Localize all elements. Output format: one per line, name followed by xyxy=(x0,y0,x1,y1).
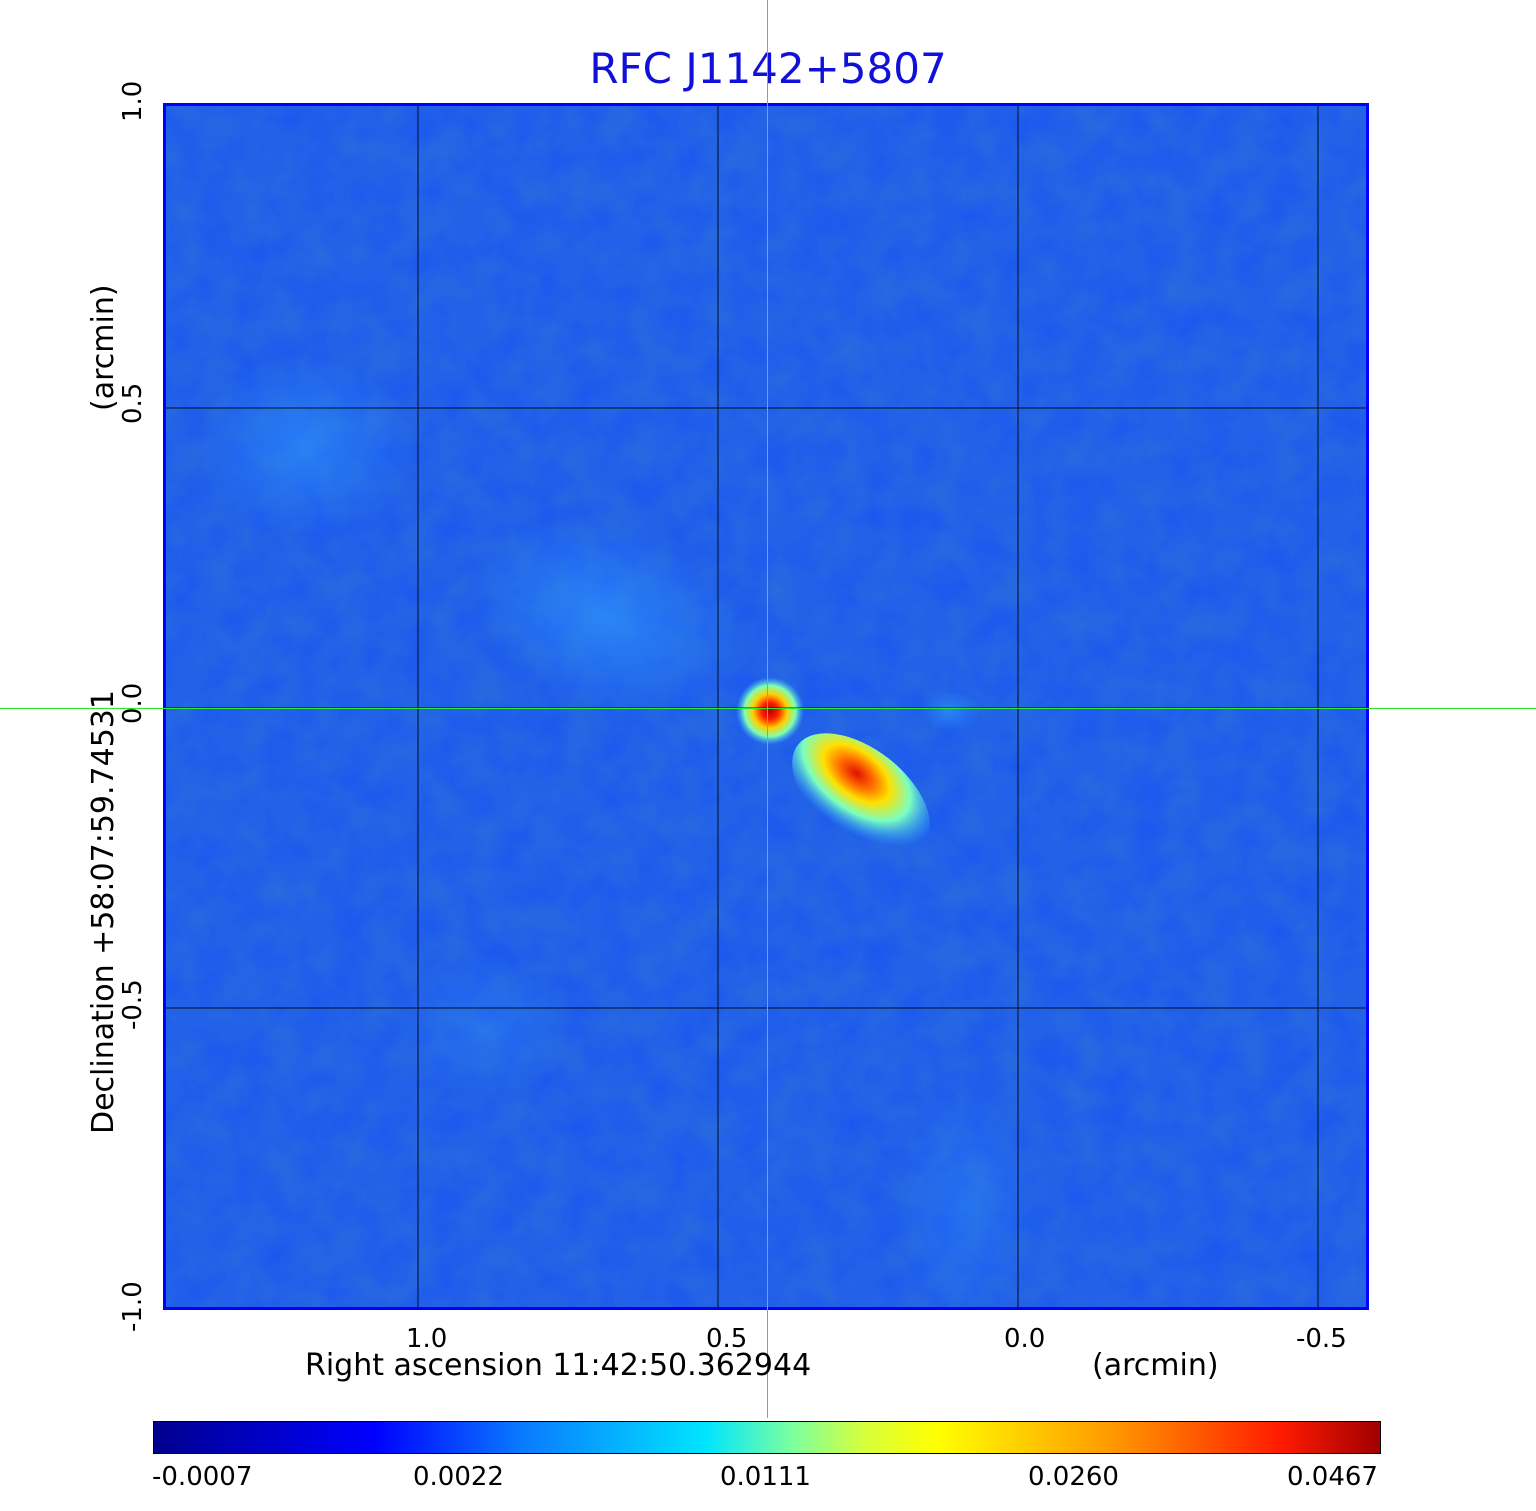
y-tick-label: 0.0 xyxy=(118,682,148,724)
diffuse-emission xyxy=(396,956,576,1096)
y-axis-unit: (arcmin) xyxy=(86,284,121,411)
x-axis-unit: (arcmin) xyxy=(1092,1348,1219,1383)
colorbar-tick-label: -0.0007 xyxy=(152,1462,253,1492)
jet-component xyxy=(792,733,930,855)
colorbar xyxy=(153,1421,1381,1454)
x-tick-label: 0.5 xyxy=(706,1324,748,1354)
colorbar-tick-label: 0.0260 xyxy=(1028,1462,1119,1492)
colorbar-tick-label: 0.0022 xyxy=(413,1462,504,1492)
diffuse-emission xyxy=(470,518,742,714)
y-tick-label: 1.0 xyxy=(118,80,148,122)
diffuse-emission xyxy=(196,356,416,536)
x-tick-label: -0.5 xyxy=(1296,1324,1347,1354)
faint-component xyxy=(921,691,981,731)
diffuse-emission xyxy=(896,1086,1036,1307)
crosshair-horizontal xyxy=(0,708,1536,709)
image-title: RFC J1142+5807 xyxy=(589,44,947,93)
x-tick-label: 1.0 xyxy=(406,1324,448,1354)
x-axis-title: Right ascension 11:42:50.362944 xyxy=(305,1348,812,1383)
core-component xyxy=(736,677,804,745)
y-tick-label: -1.0 xyxy=(118,1281,148,1332)
y-axis-title: Declination +58:07:59.74531 xyxy=(86,690,121,1134)
colorbar-tick-label: 0.0467 xyxy=(1287,1462,1378,1492)
x-tick-label: 0.0 xyxy=(1004,1324,1046,1354)
crosshair-vertical xyxy=(767,0,768,1418)
y-tick-label: -0.5 xyxy=(118,979,148,1030)
radio-image-map[interactable] xyxy=(163,103,1369,1310)
colorbar-tick-label: 0.0111 xyxy=(720,1462,811,1492)
y-tick-label: 0.5 xyxy=(118,382,148,424)
map-svg xyxy=(166,106,1366,1307)
